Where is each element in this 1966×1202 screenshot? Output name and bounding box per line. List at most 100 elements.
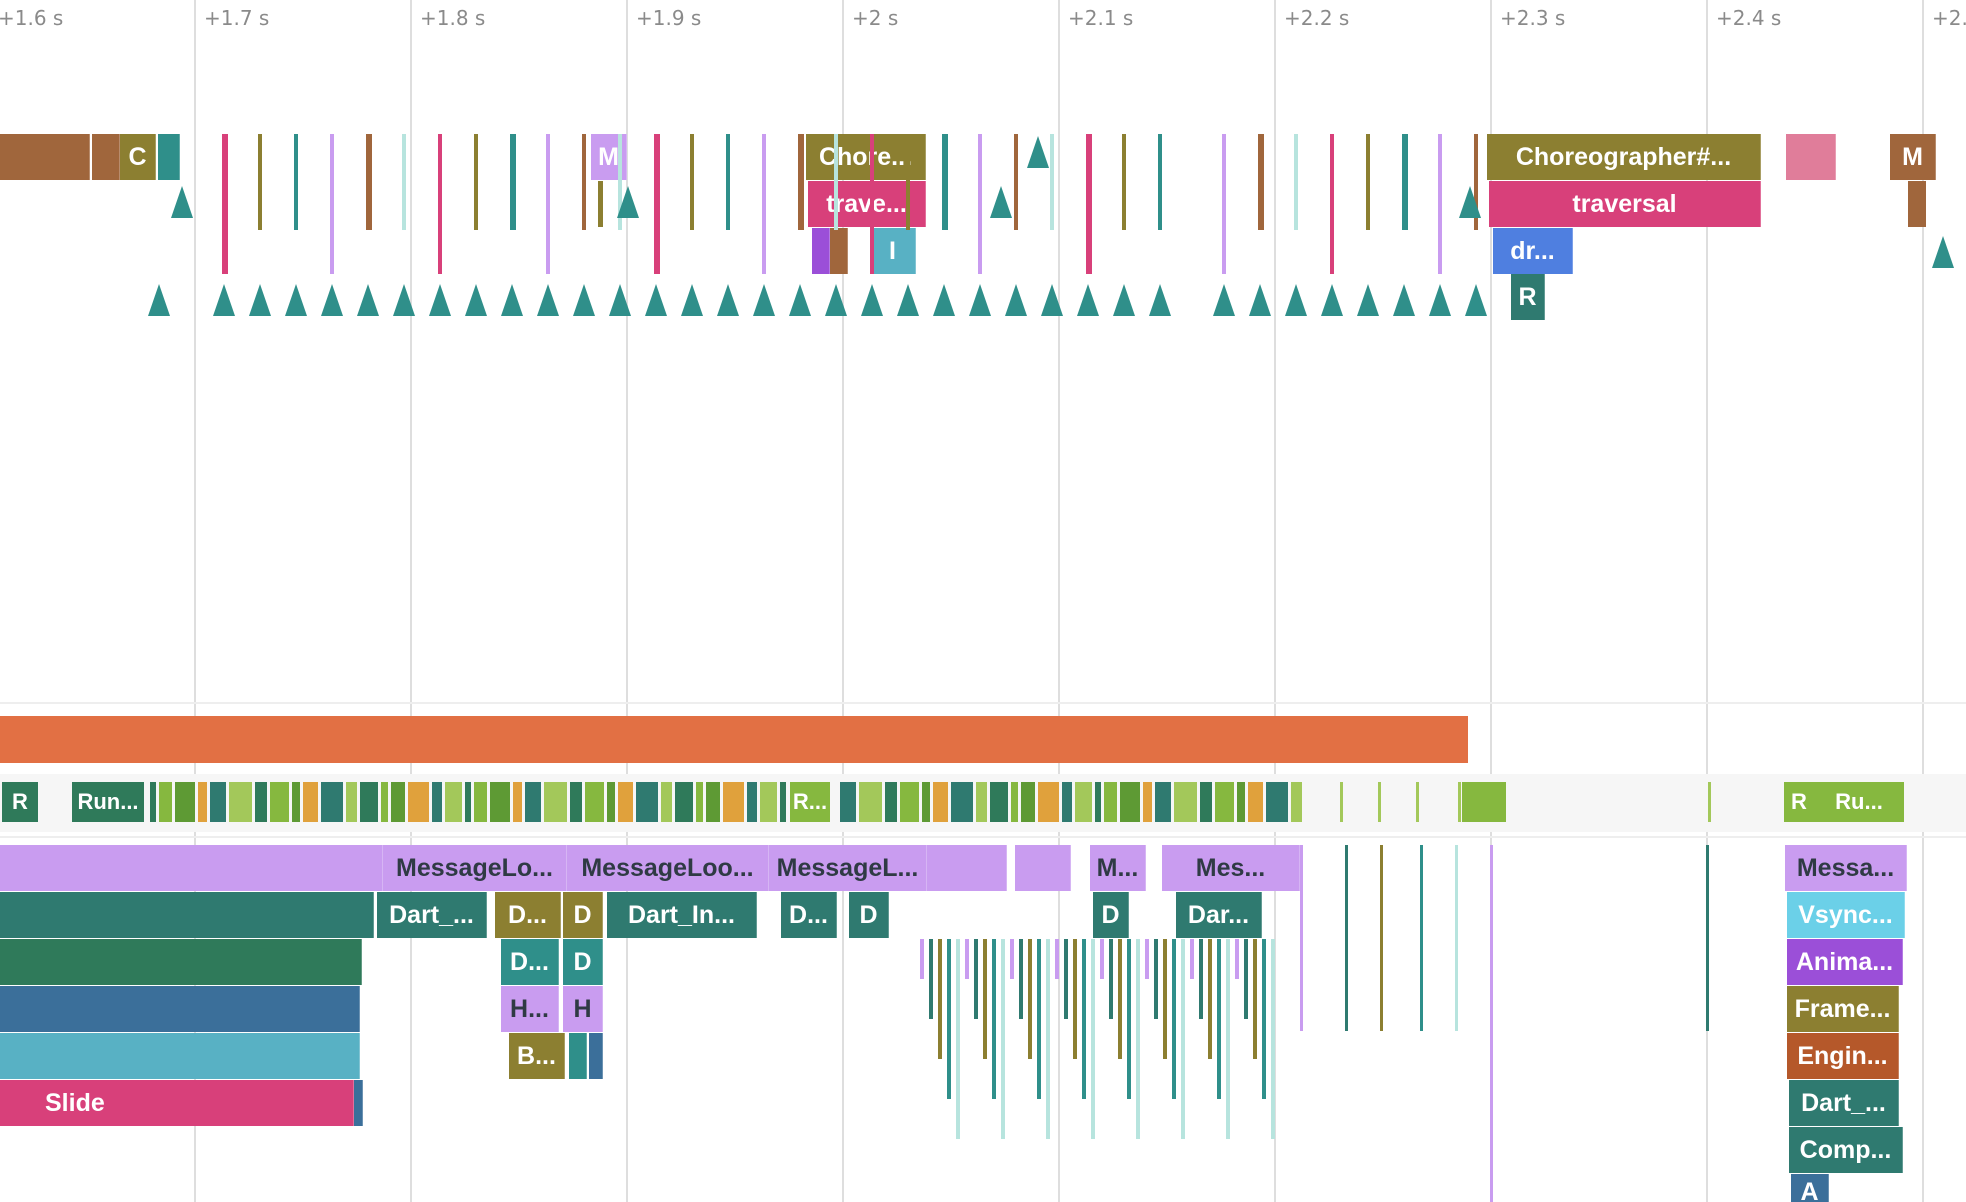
slice-sliver[interactable] <box>222 134 228 274</box>
slice-sliver[interactable] <box>942 134 948 230</box>
cpu-state-slice[interactable] <box>292 782 300 822</box>
slice-sliver[interactable] <box>920 939 924 979</box>
slice-message[interactable]: M <box>1890 134 1936 180</box>
slice-message-loop[interactable]: Messa... <box>1785 845 1907 891</box>
cpu-state-slice[interactable] <box>1462 782 1506 822</box>
slice-input[interactable]: I <box>870 228 916 274</box>
slice-sliver[interactable] <box>1172 939 1176 1099</box>
slice-sliver[interactable] <box>834 134 838 230</box>
slice-sliver[interactable] <box>1046 939 1050 1139</box>
slice-small[interactable] <box>830 228 848 274</box>
slice-dart[interactable]: D <box>563 892 603 938</box>
slice-sliver[interactable] <box>1706 845 1709 1031</box>
cpu-state-slice[interactable] <box>1075 782 1092 822</box>
cpu-state-slice[interactable] <box>951 782 973 822</box>
slice-sliver[interactable] <box>1028 939 1032 1059</box>
slice-sliver[interactable] <box>1262 939 1266 1099</box>
slice-message-loop[interactable]: MessageLo... <box>383 845 567 891</box>
slice-sliver[interactable] <box>978 134 982 274</box>
slice-sliver[interactable] <box>983 939 987 1059</box>
slice-message-loop[interactable] <box>0 845 383 891</box>
slice-sliver[interactable] <box>992 939 996 1099</box>
slice-sliver[interactable] <box>1271 939 1275 1139</box>
cpu-state-slice[interactable] <box>1215 782 1234 822</box>
cpu-state-slice[interactable] <box>760 782 777 822</box>
slice-dart[interactable]: Dar... <box>1176 892 1262 938</box>
slice-handler[interactable]: H <box>563 986 603 1032</box>
slice-sliver[interactable] <box>974 939 978 1019</box>
slice-small[interactable]: A <box>1791 1174 1829 1202</box>
slice-small[interactable] <box>354 1080 363 1126</box>
slice-dart[interactable] <box>0 986 360 1032</box>
cpu-state-slice[interactable] <box>570 782 582 822</box>
cpu-state-slice[interactable] <box>513 782 522 822</box>
slice-sliver[interactable] <box>690 134 694 230</box>
cpu-state-slice[interactable] <box>1038 782 1059 822</box>
cpu-state-slice[interactable] <box>1104 782 1117 822</box>
slice-sliver[interactable] <box>1294 134 1298 230</box>
slice-sliver[interactable] <box>1258 134 1264 230</box>
slice-sliver[interactable] <box>1474 134 1478 230</box>
cpu-state-running[interactable]: Run... <box>72 782 144 822</box>
slice-sliver[interactable] <box>1064 939 1068 1019</box>
slice-sliver[interactable] <box>1402 134 1408 230</box>
slice-sliver[interactable] <box>1154 939 1158 1019</box>
slice-sliver[interactable] <box>1345 845 1348 1031</box>
cpu-state-slice[interactable] <box>381 782 388 822</box>
cpu-state-slice[interactable] <box>1340 782 1343 822</box>
cpu-state-slice[interactable] <box>723 782 744 822</box>
slice-sliver[interactable] <box>1253 939 1257 1059</box>
cpu-state-slice[interactable] <box>1291 782 1302 822</box>
slice-small[interactable] <box>812 228 830 274</box>
cpu-state-slice[interactable] <box>675 782 693 822</box>
cpu-state-slice[interactable] <box>525 782 541 822</box>
cpu-state-slice[interactable] <box>321 782 343 822</box>
slice-sliver[interactable] <box>929 939 933 1019</box>
cpu-state-slice[interactable] <box>445 782 462 822</box>
slice-sliver[interactable] <box>1380 845 1383 1031</box>
slice-compositor[interactable]: Comp... <box>1789 1127 1903 1173</box>
slice-sliver[interactable] <box>1127 939 1131 1099</box>
slice-animate[interactable]: Anima... <box>1787 939 1903 985</box>
cpu-state-slice[interactable] <box>1708 782 1711 822</box>
cpu-state-slice[interactable] <box>696 782 703 822</box>
cpu-state-slice[interactable] <box>360 782 378 822</box>
cpu-state-slice[interactable] <box>255 782 267 822</box>
cpu-state-slice[interactable] <box>303 782 318 822</box>
slice-sliver[interactable] <box>546 134 550 274</box>
slice-message-loop[interactable]: MessageL... <box>769 845 927 891</box>
slice-sliver[interactable] <box>1190 939 1194 979</box>
cpu-state-slice[interactable] <box>210 782 226 822</box>
slice-runnable[interactable] <box>92 134 120 180</box>
slice-sliver[interactable] <box>1158 134 1162 230</box>
slice-message-loop[interactable]: MessageLoo... <box>567 845 769 891</box>
slice-sliver[interactable] <box>1086 134 1092 274</box>
slice-sliver[interactable] <box>1145 939 1149 979</box>
slice-dart[interactable] <box>0 939 362 985</box>
slice-vsync[interactable]: Vsync... <box>1787 892 1905 938</box>
slice-sliver[interactable] <box>762 134 766 274</box>
slice-frame[interactable]: Frame... <box>1787 986 1899 1032</box>
cpu-state-slice[interactable] <box>270 782 289 822</box>
slice-dart[interactable]: Dart_... <box>1789 1080 1899 1126</box>
cpu-state-slice[interactable] <box>922 782 930 822</box>
slice-sliver[interactable] <box>654 134 660 274</box>
slice-sliver[interactable] <box>726 134 730 230</box>
slice-sliver[interactable] <box>938 939 942 1059</box>
slice-sliver[interactable] <box>1050 134 1054 230</box>
slice-sliver[interactable] <box>956 939 960 1139</box>
slice-sliver[interactable] <box>258 134 262 230</box>
slice-small[interactable] <box>589 1033 603 1079</box>
cpu-state-slice[interactable] <box>1378 782 1381 822</box>
cpu-state-slice[interactable] <box>465 782 471 822</box>
cpu-state-slice[interactable] <box>474 782 487 822</box>
slice-dart[interactable]: D... <box>501 939 559 985</box>
slice-sliver[interactable] <box>1010 939 1014 979</box>
slice-sliver[interactable] <box>474 134 478 230</box>
slice-message-loop[interactable] <box>927 845 1007 891</box>
slice-sliver[interactable] <box>1001 939 1005 1139</box>
slice-sliver[interactable] <box>294 134 298 230</box>
slice-sliver[interactable] <box>1300 845 1303 1031</box>
slice-sliver[interactable] <box>1122 134 1126 230</box>
cpu-state-slice[interactable] <box>933 782 948 822</box>
